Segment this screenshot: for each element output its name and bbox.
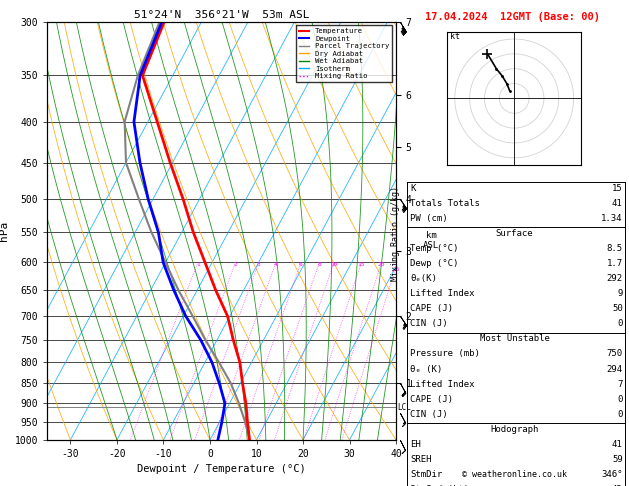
Text: 9: 9 xyxy=(617,289,623,298)
Text: StmSpd (kt): StmSpd (kt) xyxy=(410,485,469,486)
Text: 0: 0 xyxy=(617,319,623,329)
Text: 0: 0 xyxy=(617,395,623,404)
Text: 1.7: 1.7 xyxy=(606,259,623,268)
Text: 50: 50 xyxy=(612,304,623,313)
Y-axis label: km
ASL: km ASL xyxy=(423,231,439,250)
Text: 292: 292 xyxy=(606,274,623,283)
Text: Lifted Index: Lifted Index xyxy=(410,380,475,389)
Text: CIN (J): CIN (J) xyxy=(410,410,448,419)
Text: 1.34: 1.34 xyxy=(601,214,623,223)
Text: 4: 4 xyxy=(274,262,278,267)
Text: θₑ(K): θₑ(K) xyxy=(410,274,437,283)
Text: CAPE (J): CAPE (J) xyxy=(410,395,453,404)
Text: © weatheronline.co.uk: © weatheronline.co.uk xyxy=(462,469,567,479)
Text: 294: 294 xyxy=(606,364,623,374)
Text: 0: 0 xyxy=(617,410,623,419)
Text: 43: 43 xyxy=(612,485,623,486)
Text: 6: 6 xyxy=(299,262,303,267)
Text: LCL: LCL xyxy=(398,402,411,412)
X-axis label: Dewpoint / Temperature (°C): Dewpoint / Temperature (°C) xyxy=(137,465,306,474)
Text: 750: 750 xyxy=(606,349,623,359)
Text: SREH: SREH xyxy=(410,455,431,464)
Text: StmDir: StmDir xyxy=(410,470,442,479)
Text: 41: 41 xyxy=(612,199,623,208)
Text: 7: 7 xyxy=(617,380,623,389)
Text: 41: 41 xyxy=(612,440,623,449)
Text: Mixing Ratio (g/kg): Mixing Ratio (g/kg) xyxy=(391,186,399,281)
Text: 20: 20 xyxy=(378,262,386,267)
Title: 51°24'N  356°21'W  53m ASL: 51°24'N 356°21'W 53m ASL xyxy=(134,10,309,20)
Text: 17.04.2024  12GMT (Base: 00): 17.04.2024 12GMT (Base: 00) xyxy=(425,12,600,22)
Text: 15: 15 xyxy=(358,262,365,267)
Text: 346°: 346° xyxy=(601,470,623,479)
Text: EH: EH xyxy=(410,440,421,449)
Text: Hodograph: Hodograph xyxy=(491,425,538,434)
Text: 1: 1 xyxy=(196,262,199,267)
Text: CIN (J): CIN (J) xyxy=(410,319,448,329)
Text: Dewp (°C): Dewp (°C) xyxy=(410,259,459,268)
Legend: Temperature, Dewpoint, Parcel Trajectory, Dry Adiabat, Wet Adiabat, Isotherm, Mi: Temperature, Dewpoint, Parcel Trajectory… xyxy=(296,25,392,82)
Text: 3: 3 xyxy=(257,262,260,267)
Text: 2: 2 xyxy=(233,262,237,267)
Text: 10: 10 xyxy=(330,262,338,267)
Text: 8: 8 xyxy=(318,262,321,267)
Text: 15: 15 xyxy=(612,184,623,193)
Text: CAPE (J): CAPE (J) xyxy=(410,304,453,313)
Text: K: K xyxy=(410,184,416,193)
Text: kt: kt xyxy=(450,32,460,41)
Y-axis label: hPa: hPa xyxy=(0,221,9,241)
Text: 25: 25 xyxy=(392,267,400,272)
Text: PW (cm): PW (cm) xyxy=(410,214,448,223)
Text: Lifted Index: Lifted Index xyxy=(410,289,475,298)
Text: Temp (°C): Temp (°C) xyxy=(410,244,459,253)
Text: θₑ (K): θₑ (K) xyxy=(410,364,442,374)
Text: Pressure (mb): Pressure (mb) xyxy=(410,349,480,359)
Text: 8.5: 8.5 xyxy=(606,244,623,253)
Text: Surface: Surface xyxy=(496,229,533,238)
Text: Totals Totals: Totals Totals xyxy=(410,199,480,208)
Text: Most Unstable: Most Unstable xyxy=(479,334,550,344)
Text: 59: 59 xyxy=(612,455,623,464)
